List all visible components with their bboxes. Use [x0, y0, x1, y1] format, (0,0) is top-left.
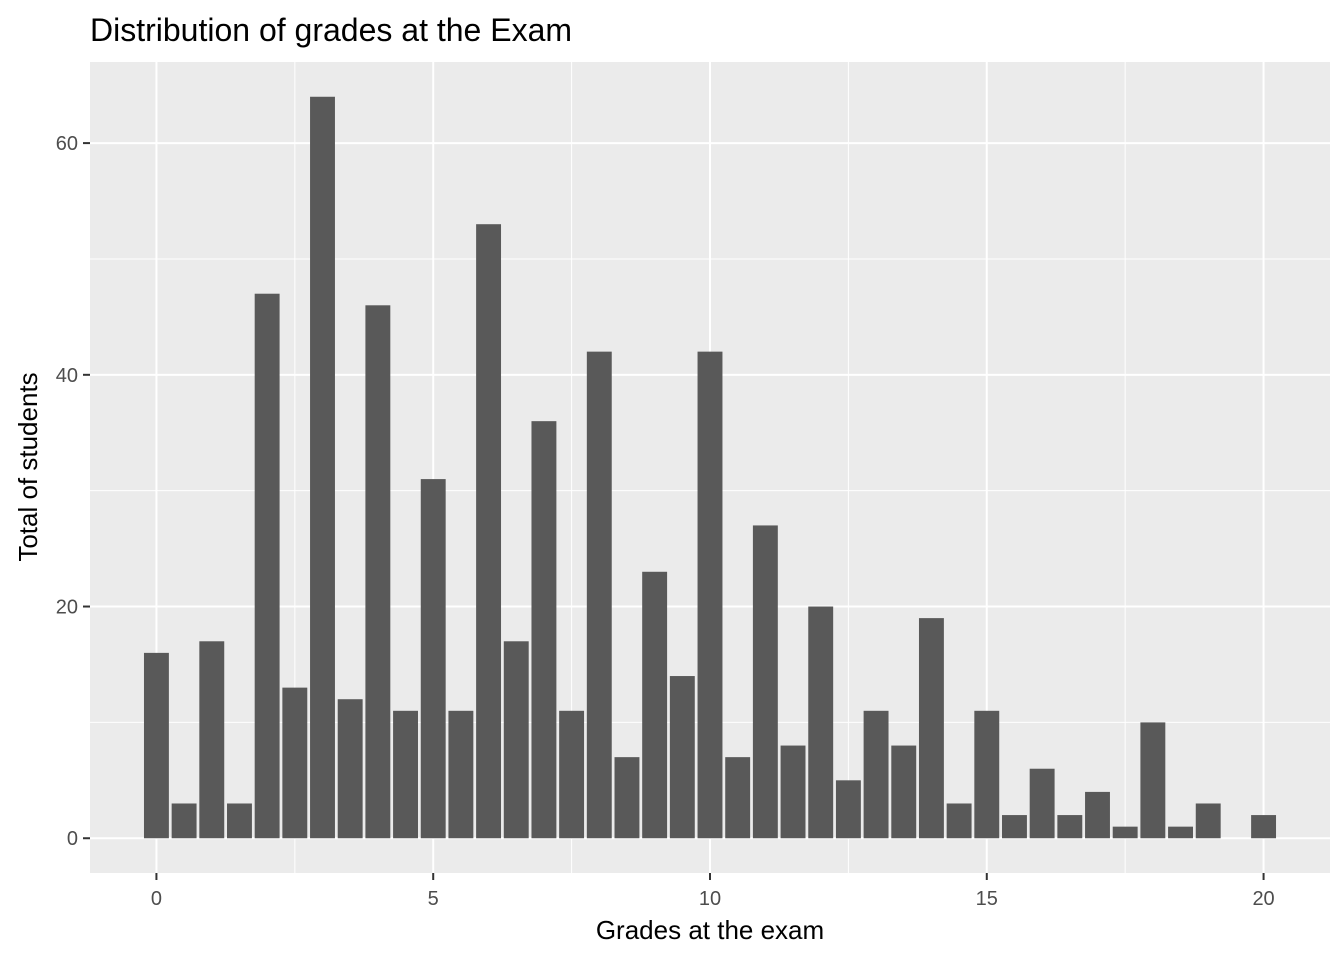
y-tick-label: 40	[56, 365, 78, 387]
bar	[891, 745, 917, 839]
x-axis-title: Grades at the exam	[596, 915, 824, 945]
bar	[531, 421, 557, 839]
bar	[1002, 815, 1027, 839]
bar	[1029, 768, 1055, 839]
bar	[310, 96, 335, 839]
bar	[1057, 815, 1083, 839]
bar	[1112, 826, 1138, 839]
bar	[476, 224, 502, 839]
bar	[614, 757, 640, 839]
bar	[337, 699, 363, 839]
bar	[697, 351, 723, 839]
chart-title: Distribution of grades at the Exam	[90, 12, 572, 48]
bars	[143, 96, 1277, 839]
bar	[199, 641, 225, 839]
bar	[752, 525, 778, 839]
x-tick-label: 0	[151, 888, 162, 910]
bar	[974, 710, 1000, 839]
bar	[143, 652, 169, 839]
bar	[1251, 815, 1277, 839]
y-axis-ticks: 0 20 40 60	[56, 133, 90, 850]
x-tick-label: 20	[1252, 888, 1274, 910]
bar	[863, 710, 889, 839]
y-tick-label: 20	[56, 597, 78, 619]
bar	[1168, 826, 1193, 839]
x-tick-label: 15	[976, 888, 998, 910]
bar	[448, 710, 474, 839]
bar	[227, 803, 252, 839]
y-tick-label: 60	[56, 133, 78, 155]
bar	[559, 710, 585, 839]
bar	[282, 687, 308, 839]
y-tick-label: 0	[67, 828, 78, 850]
bar	[365, 305, 391, 839]
bar	[780, 745, 806, 839]
bar	[171, 803, 197, 839]
bar	[918, 618, 944, 839]
bar	[725, 757, 751, 839]
bar	[808, 606, 834, 839]
bar	[586, 351, 612, 839]
x-tick-label: 10	[699, 888, 721, 910]
y-axis-title: Total of students	[13, 372, 43, 561]
bar	[946, 803, 972, 839]
bar	[1195, 803, 1221, 839]
bar	[835, 780, 861, 839]
x-axis-ticks: 0 5 10 15 20	[151, 873, 1275, 910]
bar	[420, 479, 446, 839]
bar	[393, 710, 418, 839]
bar	[642, 571, 668, 839]
bar	[254, 293, 280, 839]
bar	[1085, 791, 1110, 839]
bar	[503, 641, 529, 839]
bar	[669, 676, 695, 839]
x-tick-label: 5	[428, 888, 439, 910]
bar	[1140, 722, 1166, 839]
